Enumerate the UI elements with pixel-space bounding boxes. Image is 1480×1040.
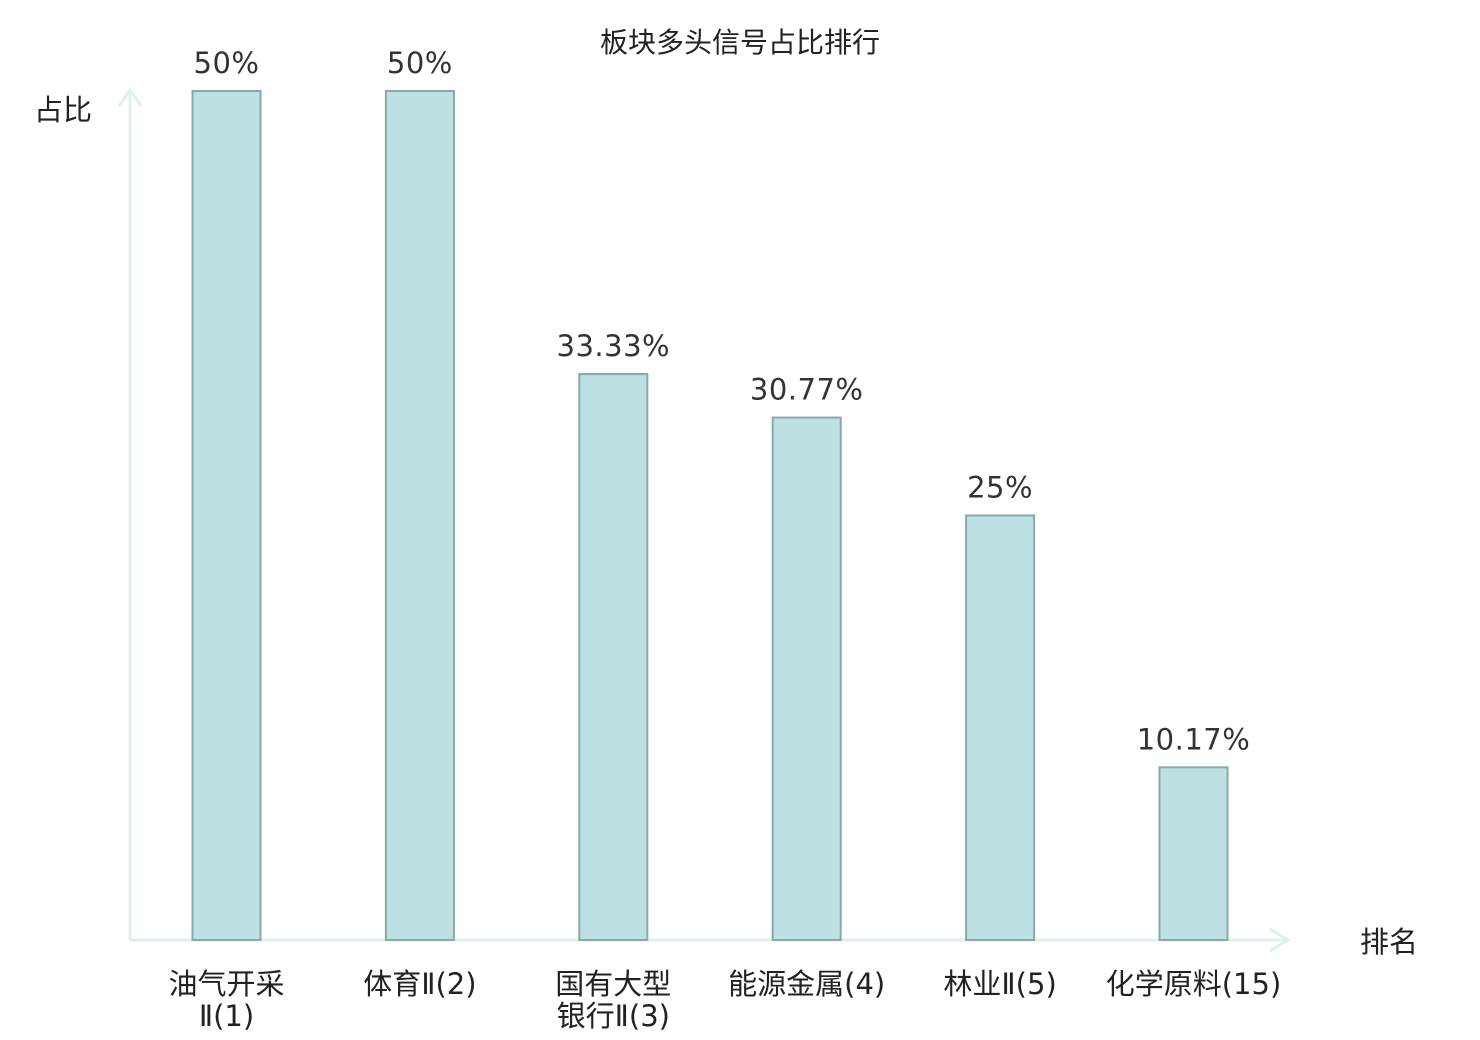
category-label-5: 林业Ⅱ(5) (943, 967, 1056, 1001)
category-labels-layer: 油气开采 Ⅱ(1) 体育Ⅱ(2) 国有大型银行Ⅱ(3) 能源金属(4) 林业Ⅱ(5) 化学原… (168, 967, 1281, 1033)
category-label-1-line-2: Ⅱ(1) (199, 999, 254, 1033)
value-label-5: 25% (967, 471, 1033, 505)
value-labels-layer: 50% 50% 33.33% 30.77% 25% 10.17% (194, 46, 1251, 756)
value-label-2: 50% (387, 46, 453, 80)
category-label-5-line-1: 林业Ⅱ(5) (943, 967, 1056, 1001)
bar-5 (965, 514, 1036, 941)
bar-4 (771, 416, 842, 941)
bar-3 (578, 373, 649, 942)
category-label-1-line-1: 油气开采 (168, 967, 284, 1001)
category-label-4: 能源金属(4) (728, 967, 885, 1001)
category-label-1: 油气开采 Ⅱ(1) (168, 967, 284, 1033)
value-label-1: 50% (194, 46, 260, 80)
y-axis (117, 87, 143, 940)
bar-6 (1158, 766, 1229, 942)
category-label-6-line-1: 化学原料(15) (1106, 967, 1282, 1001)
category-label-3: 国有大型银行Ⅱ(3) (555, 967, 671, 1033)
category-label-3-line-1: 国有大型 (555, 967, 671, 1001)
value-label-4: 30.77% (750, 373, 864, 407)
x-axis-label: 排名 (1360, 925, 1418, 959)
category-label-3-line-2: 银行Ⅱ(3) (557, 999, 670, 1033)
category-label-2: 体育Ⅱ(2) (363, 967, 476, 1001)
value-label-3: 33.33% (557, 329, 671, 363)
category-label-6: 化学原料(15) (1106, 967, 1282, 1001)
y-axis-arrow (117, 87, 143, 107)
category-label-2-line-1: 体育Ⅱ(2) (363, 967, 476, 1001)
x-axis-arrow (1269, 927, 1291, 953)
category-label-4-line-1: 能源金属(4) (728, 967, 885, 1001)
value-label-6: 10.17% (1137, 722, 1251, 756)
y-axis-label: 占比 (34, 93, 92, 127)
chart-title: 板块多头信号占比排行 (600, 26, 880, 59)
bar-2 (384, 90, 455, 941)
bars-layer (191, 90, 1229, 942)
bar-1 (191, 90, 262, 941)
x-axis (130, 927, 1291, 953)
